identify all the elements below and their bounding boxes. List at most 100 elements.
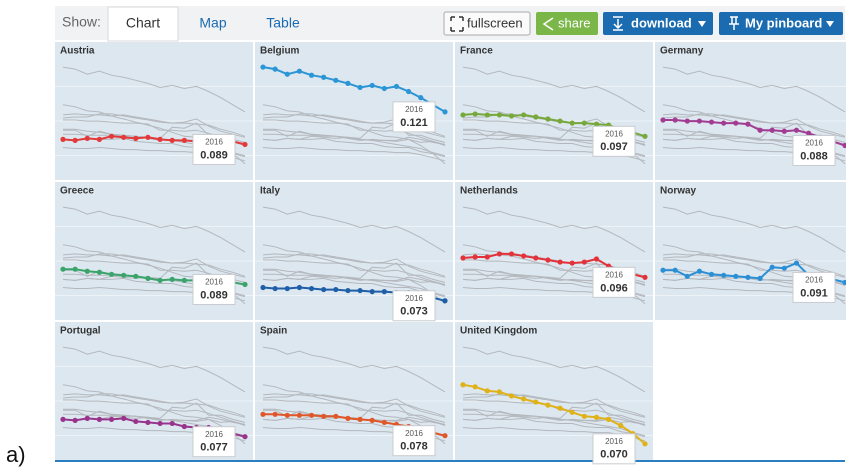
- series-point: [72, 417, 78, 423]
- download-button[interactable]: [603, 12, 713, 35]
- panel: Norway 2016 0.091: [655, 182, 846, 320]
- tooltip: [192, 426, 236, 458]
- series-line: [462, 383, 646, 445]
- context-line: [462, 417, 646, 438]
- context-line: [262, 384, 446, 445]
- context-line: [662, 113, 846, 138]
- series-point: [157, 136, 163, 142]
- series-point: [108, 271, 115, 277]
- context-line: [462, 346, 646, 393]
- series-point: [842, 142, 846, 149]
- series-point: [333, 77, 339, 83]
- panel-title: France: [460, 46, 493, 57]
- context-line: [462, 66, 646, 113]
- figure-label: a): [6, 442, 26, 467]
- tooltip-value: 0.089: [200, 149, 228, 161]
- series-point: [642, 274, 648, 280]
- series-point: [296, 412, 302, 418]
- panel-title: Italy: [260, 186, 280, 197]
- tooltip-year: 2016: [805, 276, 823, 285]
- context-line: [262, 277, 446, 298]
- tooltip-value: 0.091: [800, 287, 828, 299]
- series-point: [381, 419, 387, 426]
- series-point: [169, 137, 175, 143]
- tab-table[interactable]: Table: [266, 15, 300, 31]
- context-line: [263, 402, 446, 423]
- context-line: [262, 253, 446, 278]
- tooltip-value: 0.070: [600, 449, 628, 461]
- series-point: [260, 411, 266, 417]
- tooltip-year: 2016: [205, 430, 223, 439]
- series-point: [757, 275, 763, 281]
- series-point: [733, 273, 739, 279]
- tooltip-value: 0.097: [600, 141, 628, 153]
- series-point: [472, 384, 478, 390]
- context-line: [262, 104, 446, 165]
- panel: Greece 2016 0.089: [55, 182, 253, 320]
- series-point: [242, 434, 248, 440]
- share-text[interactable]: share: [558, 15, 591, 30]
- context-line: [262, 393, 446, 418]
- panel: Austria 2016 0.089: [55, 42, 253, 180]
- series-point: [496, 389, 502, 395]
- pinboard-text[interactable]: My pinboard: [745, 15, 822, 30]
- panel-title: Spain: [260, 326, 287, 337]
- context-line: [463, 413, 646, 437]
- series-point: [381, 289, 387, 295]
- context-line: [62, 206, 246, 253]
- series-point: [333, 413, 339, 419]
- series-point: [345, 287, 351, 294]
- series-point: [684, 118, 690, 124]
- series-point: [533, 114, 539, 120]
- series-point: [272, 66, 278, 72]
- tooltip-value: 0.077: [200, 442, 228, 454]
- context-line: [62, 113, 246, 138]
- series-point: [84, 135, 90, 141]
- series-point: [296, 284, 302, 291]
- context-line: [62, 393, 246, 417]
- series-point: [642, 133, 648, 139]
- pinboard-button[interactable]: [719, 12, 843, 35]
- series-point: [557, 405, 563, 411]
- fullscreen-button[interactable]: [443, 11, 531, 36]
- tooltip-year: 2016: [605, 437, 623, 446]
- panel-background: [455, 42, 653, 180]
- series-point: [108, 133, 115, 139]
- series-point: [569, 260, 575, 266]
- series-point: [472, 254, 478, 260]
- tab-map[interactable]: Map: [199, 15, 226, 31]
- series-point: [60, 266, 66, 272]
- series-point: [72, 137, 78, 143]
- series-point: [242, 141, 248, 148]
- context-line: [263, 262, 446, 283]
- download-text[interactable]: download: [631, 15, 692, 30]
- caret: [826, 21, 834, 27]
- panel-title: Netherlands: [460, 186, 518, 197]
- series-point: [557, 259, 563, 265]
- context-line: [263, 273, 446, 297]
- series-point: [460, 255, 466, 261]
- panel: France 2016 0.097: [455, 42, 653, 180]
- series-point: [121, 415, 127, 421]
- series-point: [842, 279, 846, 286]
- context-line: [462, 206, 646, 253]
- tooltip: [392, 425, 436, 457]
- series-point: [521, 396, 527, 402]
- tab-active[interactable]: [107, 6, 179, 42]
- tooltip-year: 2016: [605, 270, 623, 279]
- series-point: [781, 265, 787, 271]
- tab-chart[interactable]: Chart: [126, 15, 160, 31]
- panel: Italy 2016 0.073: [255, 182, 453, 322]
- fullscreen-text[interactable]: fullscreen: [467, 15, 523, 30]
- context-line: [262, 253, 446, 277]
- panel: Netherlands 2016 0.096: [455, 182, 653, 320]
- tooltip-value: 0.078: [400, 441, 428, 453]
- series-point: [793, 127, 800, 133]
- tooltip: [392, 101, 436, 133]
- tooltip-year: 2016: [405, 105, 423, 114]
- series-point: [781, 128, 787, 134]
- series-point: [460, 382, 466, 388]
- panel-title: Greece: [60, 186, 94, 197]
